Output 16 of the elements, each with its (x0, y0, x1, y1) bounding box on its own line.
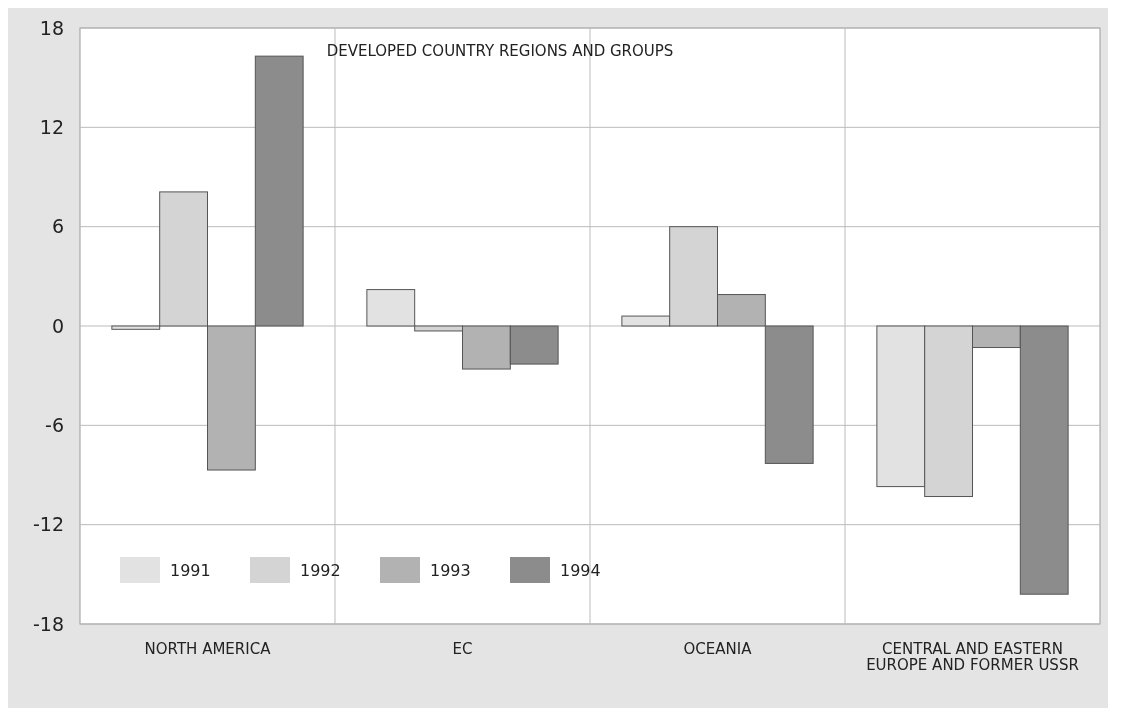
x-tick-label: OCEANIA (683, 640, 753, 658)
text: DEVELOPED COUNTRY REGIONS AND GROUPS (326, 42, 674, 60)
y-tick-label: 12 (39, 115, 64, 138)
legend-label: 1992 (300, 560, 341, 580)
y-tick-label: 0 (51, 314, 64, 337)
y-tick-label: 18 (39, 16, 64, 39)
y-tick-label: -18 (32, 612, 64, 635)
legend-label: 1994 (560, 560, 601, 580)
legend-label: 1993 (430, 560, 471, 580)
x-tick-label: NORTH AMERICA (144, 640, 272, 658)
x-tick-label: EC (452, 640, 473, 658)
legend-label: 1991 (170, 560, 211, 580)
y-tick-label: -6 (45, 413, 64, 436)
y-tick-label: 6 (51, 215, 64, 238)
y-tick-label: -12 (32, 513, 64, 536)
x-tick-label: CENTRAL AND EASTERN EUROPE AND FORMER USSR (866, 640, 1079, 674)
